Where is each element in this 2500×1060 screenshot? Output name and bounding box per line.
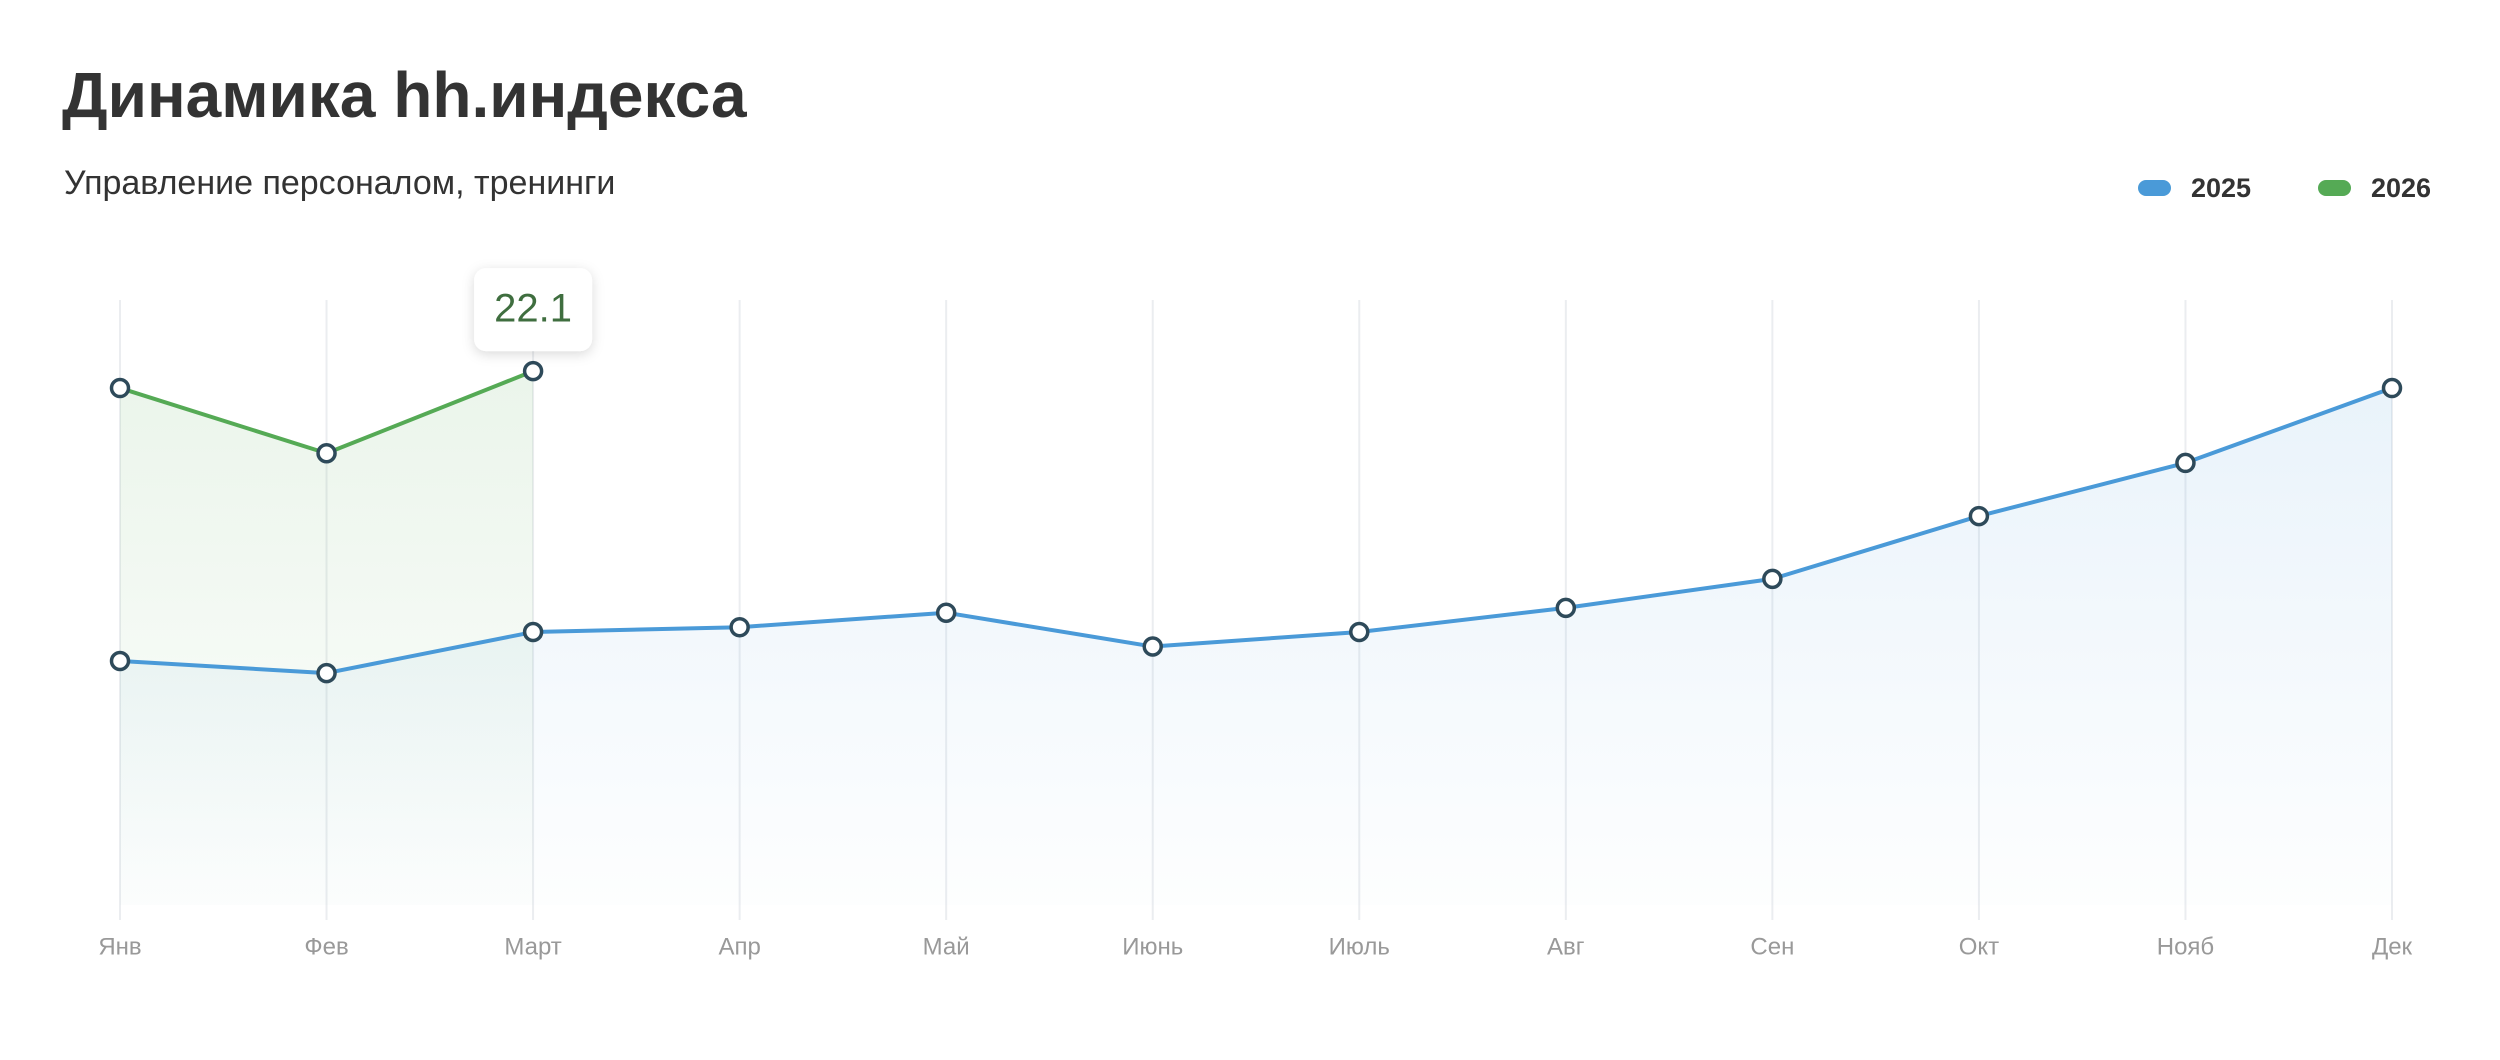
point [2381,377,2403,399]
x-tick-label: Июль [1329,933,1390,960]
chart-title: Динамика hh.индекса [62,59,747,131]
point [316,443,337,464]
legend-swatch [2138,180,2171,196]
tooltip-value: 22.1 [494,287,572,331]
x-tick-label: Окт [1959,933,1999,960]
x-tick-label: Авг [1547,933,1585,960]
point [2175,452,2196,474]
point [1968,505,1990,527]
point [1555,597,1577,619]
x-tick-label: Март [504,933,561,960]
chart-subtitle: Управление персоналом, тренинги [64,164,615,202]
x-tick-label: Апр [718,933,760,960]
point [1142,636,1163,657]
x-tick-label: Дек [2372,933,2413,960]
point [729,616,750,638]
x-tick-label: Май [923,933,970,960]
area [120,388,2392,905]
legend-label: 2025 [2191,173,2251,203]
area [120,371,534,906]
point [109,650,131,672]
x-tick-label: Фев [304,933,348,960]
point [522,621,544,643]
x-tick-label: Июнь [1122,933,1183,960]
point [1349,621,1370,643]
legend-swatch [2318,180,2351,196]
point [935,602,957,623]
legend-label: 2026 [2371,173,2431,203]
point [109,377,131,399]
x-tick-label: Сен [1750,933,1794,960]
x-tick-label: Янв [98,933,141,960]
point [316,662,337,684]
line [119,386,2393,676]
point [1762,568,1783,590]
tooltip-box [474,268,593,352]
x-tick-label: Нояб [2157,933,2214,960]
point [522,360,544,382]
